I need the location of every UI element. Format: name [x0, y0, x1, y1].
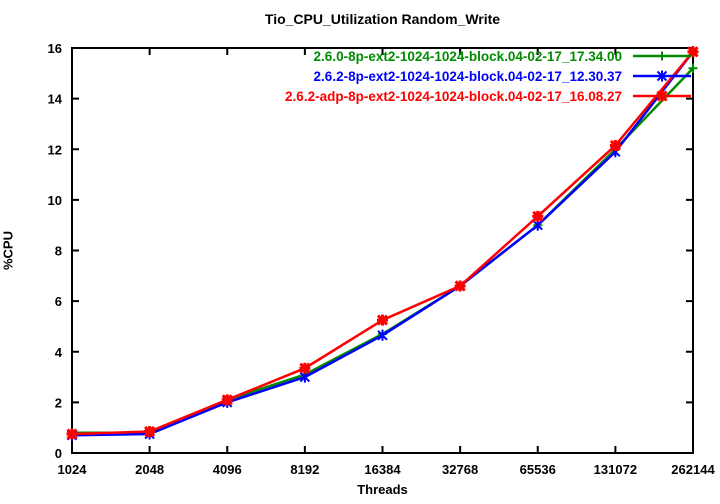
- y-tick-label: 6: [55, 294, 62, 309]
- marker-star-icon: [144, 425, 156, 438]
- x-tick-label: 8192: [290, 462, 319, 477]
- plot-border: [71, 47, 694, 454]
- y-tick-label: 2: [55, 395, 62, 410]
- marker-star-icon: [532, 210, 544, 222]
- y-tick-label: 12: [48, 142, 62, 157]
- series-line: [71, 51, 694, 437]
- y-tick-label: 10: [48, 193, 62, 208]
- legend-sample-line-plus-icon: [633, 51, 691, 61]
- marker-asterisk-icon: [656, 70, 668, 82]
- x-tick-label: 4096: [213, 462, 242, 477]
- x-tick-label: 65536: [520, 462, 556, 477]
- legend-item: 2.6.2-8p-ext2-1024-1024-block.04-02-17_1…: [285, 66, 693, 86]
- series-line: [72, 67, 694, 434]
- marker-star-icon: [454, 280, 466, 292]
- x-tick-label: 2048: [135, 462, 164, 477]
- legend-sample-line-asterisk-icon: [633, 70, 691, 82]
- marker-star-icon: [221, 394, 233, 406]
- x-tick-label: 1024: [58, 462, 88, 477]
- y-tick-label: 0: [55, 446, 62, 461]
- chart-title: Tio_CPU_Utilization Random_Write: [264, 11, 501, 27]
- marker-asterisk-icon: [377, 329, 388, 341]
- marker-star-icon: [656, 90, 668, 102]
- marker-plus-icon: [657, 51, 667, 61]
- y-axis-label: %CPU: [0, 231, 16, 271]
- series-line: [71, 50, 694, 436]
- marker-star-icon: [376, 314, 389, 326]
- legend-label-series-3: 2.6.2-adp-8p-ext2-1024-1024-block.04-02-…: [285, 88, 622, 104]
- legend-label-series-2: 2.6.2-8p-ext2-1024-1024-block.04-02-17_1…: [313, 68, 622, 84]
- y-tick-label: 14: [48, 92, 63, 107]
- y-tick-label: 8: [55, 244, 62, 259]
- marker-star-icon: [609, 139, 621, 152]
- marker-plus-icon: [688, 63, 698, 73]
- legend: 2.6.0-8p-ext2-1024-1024-block.04-02-17_1…: [285, 46, 693, 106]
- marker-star-icon: [687, 46, 699, 58]
- y-tick-label: 4: [55, 345, 63, 360]
- x-tick-label: 16384: [364, 462, 401, 477]
- legend-item: 2.6.0-8p-ext2-1024-1024-block.04-02-17_1…: [285, 46, 693, 66]
- x-tick-label: 131072: [594, 462, 637, 477]
- legend-sample-line-star-icon: [633, 90, 691, 102]
- legend-label-series-1: 2.6.0-8p-ext2-1024-1024-block.04-02-17_1…: [313, 48, 622, 64]
- y-tick-label: 16: [48, 41, 62, 56]
- legend-item: 2.6.2-adp-8p-ext2-1024-1024-block.04-02-…: [285, 86, 693, 106]
- x-tick-label: 32768: [442, 462, 478, 477]
- x-tick-label: 262144: [671, 462, 715, 477]
- marker-star-icon: [66, 428, 78, 440]
- x-axis-label: Threads: [357, 482, 408, 497]
- marker-star-icon: [299, 362, 311, 374]
